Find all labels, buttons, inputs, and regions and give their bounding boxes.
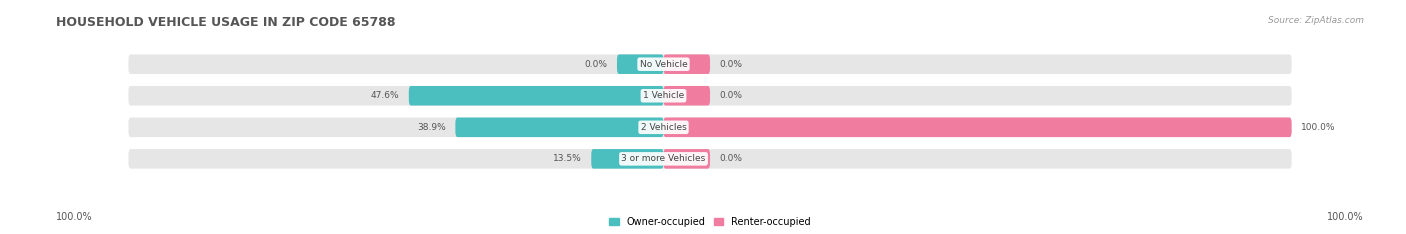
FancyBboxPatch shape [128,55,1292,74]
Text: 13.5%: 13.5% [553,154,582,163]
FancyBboxPatch shape [128,86,1292,106]
Text: 0.0%: 0.0% [720,60,742,69]
FancyBboxPatch shape [128,149,1292,169]
Text: 0.0%: 0.0% [720,91,742,100]
Text: 0.0%: 0.0% [585,60,607,69]
FancyBboxPatch shape [592,149,664,169]
Text: 0.0%: 0.0% [720,154,742,163]
Text: 100.0%: 100.0% [1327,212,1364,222]
FancyBboxPatch shape [456,117,664,137]
Text: 2 Vehicles: 2 Vehicles [641,123,686,132]
FancyBboxPatch shape [664,149,710,169]
Text: HOUSEHOLD VEHICLE USAGE IN ZIP CODE 65788: HOUSEHOLD VEHICLE USAGE IN ZIP CODE 6578… [56,16,395,29]
Text: 1 Vehicle: 1 Vehicle [643,91,685,100]
FancyBboxPatch shape [617,55,664,74]
FancyBboxPatch shape [664,117,1292,137]
Text: 38.9%: 38.9% [418,123,446,132]
Text: 47.6%: 47.6% [371,91,399,100]
Text: 100.0%: 100.0% [56,212,93,222]
Legend: Owner-occupied, Renter-occupied: Owner-occupied, Renter-occupied [606,213,814,231]
FancyBboxPatch shape [128,117,1292,137]
FancyBboxPatch shape [664,55,710,74]
FancyBboxPatch shape [409,86,664,106]
Text: No Vehicle: No Vehicle [640,60,688,69]
Text: 100.0%: 100.0% [1301,123,1336,132]
Text: Source: ZipAtlas.com: Source: ZipAtlas.com [1268,16,1364,25]
FancyBboxPatch shape [664,86,710,106]
Text: 3 or more Vehicles: 3 or more Vehicles [621,154,706,163]
